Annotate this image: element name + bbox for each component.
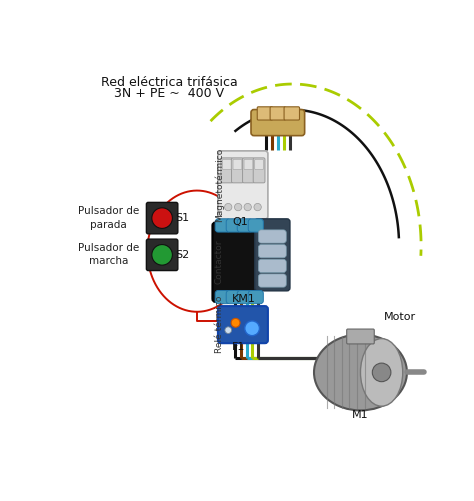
- FancyBboxPatch shape: [255, 219, 290, 291]
- Circle shape: [372, 363, 391, 382]
- FancyBboxPatch shape: [243, 158, 255, 183]
- Text: Relé térmico: Relé térmico: [215, 296, 224, 353]
- FancyBboxPatch shape: [248, 291, 264, 304]
- FancyBboxPatch shape: [270, 107, 285, 120]
- FancyBboxPatch shape: [146, 239, 178, 271]
- FancyBboxPatch shape: [146, 202, 178, 234]
- FancyBboxPatch shape: [253, 158, 265, 183]
- Text: parada: parada: [91, 220, 127, 230]
- Circle shape: [244, 203, 251, 211]
- Ellipse shape: [360, 339, 403, 406]
- Ellipse shape: [314, 334, 407, 410]
- FancyBboxPatch shape: [284, 107, 300, 120]
- Text: M1: M1: [352, 410, 369, 420]
- FancyBboxPatch shape: [231, 158, 243, 183]
- Text: S1: S1: [175, 213, 189, 223]
- Circle shape: [235, 203, 242, 211]
- Text: 3N + PE ~  400 V: 3N + PE ~ 400 V: [114, 87, 225, 100]
- Text: KM1: KM1: [232, 294, 256, 304]
- Text: Motor: Motor: [384, 312, 417, 322]
- FancyBboxPatch shape: [257, 107, 273, 120]
- FancyBboxPatch shape: [218, 306, 268, 343]
- FancyBboxPatch shape: [218, 151, 268, 219]
- FancyBboxPatch shape: [233, 159, 242, 170]
- Text: Contactor: Contactor: [215, 240, 224, 285]
- FancyBboxPatch shape: [248, 219, 264, 232]
- FancyBboxPatch shape: [255, 159, 264, 170]
- Text: F1: F1: [232, 342, 245, 352]
- FancyBboxPatch shape: [237, 219, 252, 232]
- Text: Q1: Q1: [232, 217, 247, 227]
- Circle shape: [245, 321, 259, 336]
- FancyBboxPatch shape: [222, 159, 231, 170]
- FancyBboxPatch shape: [215, 291, 230, 304]
- Circle shape: [225, 203, 232, 211]
- FancyBboxPatch shape: [258, 274, 286, 287]
- FancyBboxPatch shape: [244, 159, 253, 170]
- FancyBboxPatch shape: [258, 259, 286, 273]
- Text: Pulsador de: Pulsador de: [78, 206, 139, 216]
- FancyBboxPatch shape: [226, 291, 241, 304]
- FancyBboxPatch shape: [221, 158, 233, 183]
- Circle shape: [231, 319, 240, 327]
- FancyBboxPatch shape: [237, 291, 252, 304]
- Text: marcha: marcha: [89, 257, 128, 267]
- FancyBboxPatch shape: [258, 244, 286, 258]
- Circle shape: [225, 327, 231, 334]
- FancyBboxPatch shape: [258, 230, 286, 243]
- Circle shape: [254, 203, 261, 211]
- FancyBboxPatch shape: [212, 222, 259, 302]
- Text: Red eléctrica trifásica: Red eléctrica trifásica: [101, 76, 238, 89]
- FancyBboxPatch shape: [251, 110, 305, 136]
- FancyBboxPatch shape: [346, 329, 374, 344]
- Text: S2: S2: [175, 250, 189, 260]
- Text: Magnetotérmico: Magnetotérmico: [214, 148, 224, 222]
- Text: Pulsador de: Pulsador de: [78, 243, 139, 253]
- Circle shape: [152, 244, 173, 265]
- FancyBboxPatch shape: [226, 219, 241, 232]
- Circle shape: [152, 208, 173, 228]
- FancyBboxPatch shape: [215, 219, 230, 232]
